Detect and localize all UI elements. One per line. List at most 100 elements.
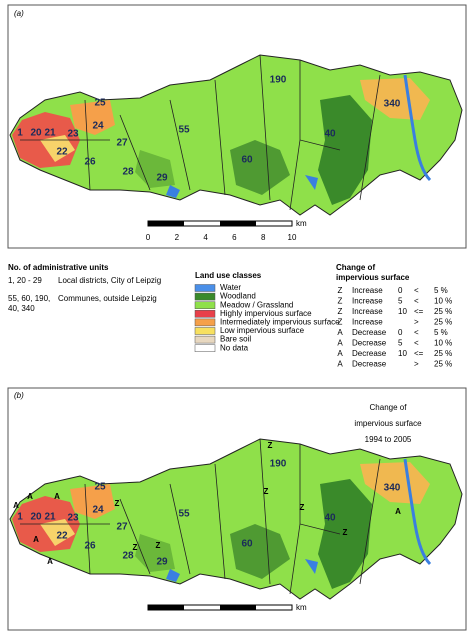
district-label: 26 <box>84 541 96 552</box>
district-label: 27 <box>116 522 128 533</box>
legend-text: < <box>414 339 419 348</box>
scale-tick: 6 <box>232 233 237 242</box>
legend-text: 55, 60, 190, <box>8 294 50 303</box>
legend-text: No data <box>220 343 249 352</box>
change-symbol: Z <box>133 543 138 552</box>
scale-tick: 4 <box>203 233 208 242</box>
legend-text: 40, 340 <box>8 304 35 313</box>
legend-symbol: Z <box>338 286 343 295</box>
district-label: 40 <box>324 129 336 140</box>
legend-text: 1, 20 - 29 <box>8 276 42 285</box>
change-symbol: Z <box>300 503 305 512</box>
legend-text: 25 % <box>434 349 452 358</box>
district-label: 24 <box>92 121 104 132</box>
legend-text: Increase <box>352 318 383 327</box>
legend-symbol: A <box>337 328 343 337</box>
legend-text: 5 <box>398 297 403 306</box>
legend-text: < <box>414 297 419 306</box>
district-label: 20 <box>30 128 42 139</box>
change-symbol: Z <box>264 487 269 496</box>
panel-label: (a) <box>14 9 24 18</box>
district-label: 190 <box>270 459 287 470</box>
panel-frame <box>7 4 467 249</box>
legend-text: Woodland <box>220 292 256 301</box>
legend-swatch <box>194 344 216 352</box>
legend-text: > <box>414 318 419 327</box>
change-symbol: Z <box>115 499 120 508</box>
district-label: 26 <box>84 157 96 168</box>
legend-swatch <box>194 335 216 344</box>
legend-symbol: A <box>337 349 343 358</box>
panel-label: (b) <box>14 391 24 400</box>
legend-swatch <box>194 318 216 327</box>
district-label: 27 <box>116 138 128 149</box>
change-symbol: A <box>47 557 53 566</box>
change-symbol: A <box>27 492 33 501</box>
scale-bar <box>220 605 256 610</box>
legend-text: <= <box>414 349 424 358</box>
district-label: 40 <box>324 513 336 524</box>
district-label: 20 <box>30 512 42 523</box>
district-label: 25 <box>94 482 106 493</box>
legend-swatch <box>194 284 216 292</box>
legend-title: impervious surface <box>336 273 410 282</box>
district-label: 29 <box>156 173 168 184</box>
legend-text: Intermediately impervious surface <box>220 318 340 327</box>
legend-text: Local districts, City of Leipzig <box>58 276 161 285</box>
district-label: 22 <box>56 531 68 542</box>
panel-title: 1994 to 2005 <box>365 435 412 444</box>
legend-text: Decrease <box>352 349 387 358</box>
legend-text: 10 <box>398 307 407 316</box>
legend-text: Increase <box>352 307 383 316</box>
legend-text: < <box>414 328 419 337</box>
district-label: 21 <box>44 512 56 523</box>
legend-text: <= <box>414 307 424 316</box>
district-label: 29 <box>156 557 168 568</box>
scale-bar <box>148 221 184 226</box>
change-symbol: Z <box>343 528 348 537</box>
district-label: 28 <box>122 167 134 178</box>
legend-text: Bare soil <box>220 335 251 344</box>
legend-symbol: Z <box>338 297 343 306</box>
legend-text: Communes, outside Leipzig <box>58 294 157 303</box>
scale-tick: 2 <box>175 233 180 242</box>
district-label: 28 <box>122 551 134 562</box>
district-label: 60 <box>241 155 253 166</box>
legend-text: 25 % <box>434 360 452 369</box>
scale-tick: 8 <box>261 233 266 242</box>
district-label: 1 <box>17 128 23 139</box>
legend-text: 5 % <box>434 328 448 337</box>
legend-text: Decrease <box>352 360 387 369</box>
legend-title: No. of administrative units <box>8 263 109 272</box>
legend-text: Low impervious surface <box>220 326 305 335</box>
change-symbol: Z <box>268 441 273 450</box>
change-symbol: A <box>13 501 19 510</box>
district-label: 60 <box>241 539 253 550</box>
scale-tick: 10 <box>288 233 297 242</box>
legend-text: Highly impervious surface <box>220 309 312 318</box>
district-label: 340 <box>384 483 401 494</box>
legend-text: Increase <box>352 297 383 306</box>
district-label: 23 <box>67 513 79 524</box>
legend-swatch <box>194 301 216 309</box>
legend-symbol: A <box>337 339 343 348</box>
legend-text: > <box>414 360 419 369</box>
change-symbol: A <box>395 507 401 516</box>
legend-text: Decrease <box>352 339 387 348</box>
district-label: 25 <box>94 98 106 109</box>
legend-text: 25 % <box>434 318 452 327</box>
legend-text: 5 % <box>434 286 448 295</box>
legend-swatch <box>194 292 216 301</box>
legend-text: 10 % <box>434 297 452 306</box>
change-symbol: Z <box>156 541 161 550</box>
legend-title: Land use classes <box>195 271 262 280</box>
legend-text: Meadow / Grassland <box>220 300 293 309</box>
legend-swatch <box>194 310 216 318</box>
legend-text: 0 <box>398 286 403 295</box>
legend-title: Change of <box>336 263 375 272</box>
district-label: 340 <box>384 99 401 110</box>
district-label: 1 <box>17 512 23 523</box>
district-label: 22 <box>56 147 68 158</box>
change-symbol: A <box>33 535 39 544</box>
